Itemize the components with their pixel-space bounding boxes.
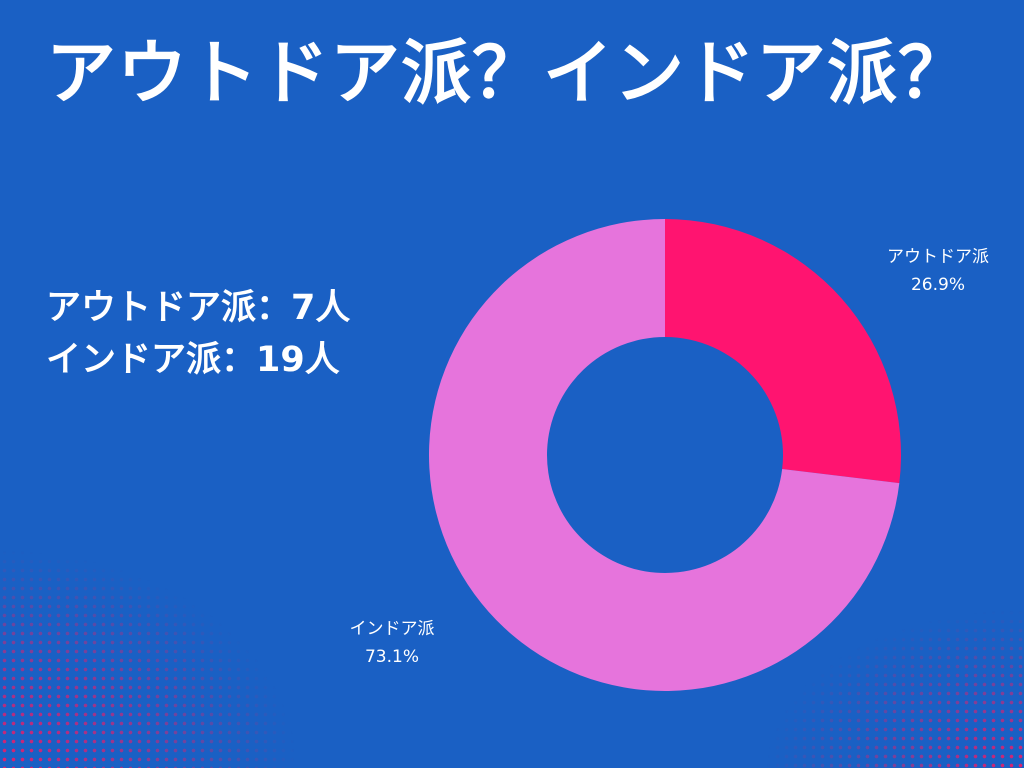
donut-slices <box>429 219 901 691</box>
page-title: アウトドア派？インドア派？ <box>46 32 969 114</box>
donut-slice-labels: アウトドア派 26.9% インドア派 73.1% <box>350 247 990 667</box>
outdoor-count: アウトドア派：7人 <box>46 288 351 328</box>
halftone-decoration-left <box>0 548 300 768</box>
slice-indoor <box>429 219 900 691</box>
slice-label-indoor-value: 73.1% <box>365 647 419 667</box>
indoor-count: インドア派：19人 <box>46 340 340 380</box>
respondent-counts: アウトドア派：7人 インドア派：19人 <box>46 282 350 386</box>
slice-outdoor <box>665 219 901 484</box>
slice-label-outdoor-name: アウトドア派 <box>887 247 989 267</box>
slice-label-outdoor-value: 26.9% <box>911 275 965 295</box>
slice-label-indoor-name: インドア派 <box>350 619 435 639</box>
